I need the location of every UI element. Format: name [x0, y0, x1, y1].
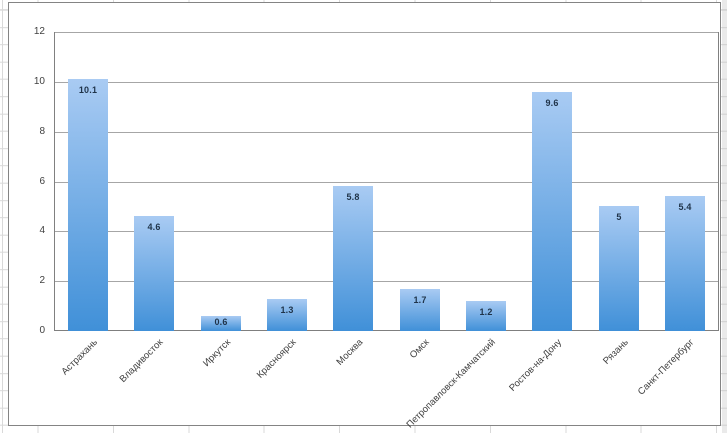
bar-data-label: 5 [616, 212, 622, 222]
bar[interactable]: 1.7 [400, 289, 440, 331]
y-axis-tick-label: 4 [39, 225, 45, 236]
gridline [55, 231, 718, 232]
bar-data-label: 1.3 [280, 305, 294, 315]
x-axis-category-label: Санкт-Петербург [636, 337, 697, 398]
sheet-gridline-vertical [2, 0, 3, 433]
bar[interactable]: 5 [599, 206, 639, 331]
bar-data-label: 10.1 [78, 85, 98, 95]
bar-data-label: 9.6 [545, 98, 559, 108]
x-axis-category-label: Владивосток [117, 337, 166, 385]
bar-data-label: 5.8 [346, 192, 360, 202]
x-axis-line [55, 330, 718, 331]
y-axis-tick-label: 8 [39, 126, 45, 137]
x-axis-category-label: Красноярск [255, 337, 299, 381]
bar[interactable]: 1.2 [466, 301, 506, 331]
bar[interactable]: 10.1 [68, 79, 108, 331]
gridline [55, 32, 718, 33]
y-axis-tick-label: 6 [39, 176, 45, 187]
bar[interactable]: 1.3 [267, 299, 307, 331]
bar-data-label: 1.7 [413, 295, 427, 305]
x-axis-category-label: Омск [407, 337, 432, 361]
sheet-right-column-strip [722, 0, 727, 433]
gridline [55, 132, 718, 133]
y-axis-tick-label: 12 [33, 26, 45, 37]
x-axis-category-label: Ростов-на-Дону [507, 337, 564, 394]
bar[interactable]: 4.6 [134, 216, 174, 331]
bar[interactable]: 9.6 [532, 92, 572, 331]
gridline [55, 182, 718, 183]
x-axis-category-label: Астрахань [59, 337, 100, 378]
chart-frame[interactable]: 10.1 4.6 0.6 1.3 5.8 1.7 1.2 9.6 5 5.4 12 10 8 6 4 2 0 … [8, 2, 721, 430]
y-axis-tick-label: 0 [39, 325, 45, 336]
bar[interactable]: 5.8 [333, 186, 373, 331]
bar-data-label: 1.2 [479, 307, 493, 317]
bar[interactable]: 0.6 [201, 316, 241, 331]
bar-data-label: 4.6 [147, 222, 161, 232]
bar-data-label: 0.6 [214, 317, 228, 327]
gridline [55, 281, 718, 282]
y-axis-tick-label: 2 [39, 275, 45, 286]
y-axis-tick-label: 10 [33, 76, 45, 87]
x-axis-category-label: Иркутск [200, 337, 233, 370]
bar-data-label: 5.4 [678, 202, 692, 212]
x-axis-category-label: Рязань [601, 337, 631, 367]
x-axis-category-label: Москва [334, 337, 365, 368]
gridline [55, 82, 718, 83]
bar[interactable]: 5.4 [665, 196, 705, 331]
plot-area[interactable]: 10.1 4.6 0.6 1.3 5.8 1.7 1.2 9.6 5 5.4 [54, 32, 719, 331]
